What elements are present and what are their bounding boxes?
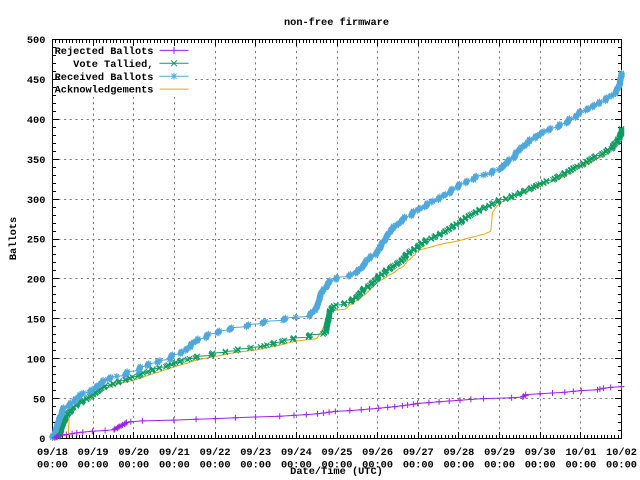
svg-text:09/22: 09/22 — [200, 447, 231, 459]
svg-text:00:00: 00:00 — [37, 459, 68, 471]
svg-text:00:00: 00:00 — [606, 459, 637, 471]
svg-text:150: 150 — [27, 315, 46, 327]
svg-text:09/29: 09/29 — [484, 447, 515, 459]
svg-text:09/28: 09/28 — [443, 447, 474, 459]
svg-text:Date/Time (UTC): Date/Time (UTC) — [290, 466, 383, 478]
svg-text:09/30: 09/30 — [525, 447, 556, 459]
svg-text:200: 200 — [27, 275, 46, 287]
svg-text:0: 0 — [39, 434, 45, 446]
svg-text:09/26: 09/26 — [362, 447, 393, 459]
svg-text:09/18: 09/18 — [37, 447, 68, 459]
svg-text:00:00: 00:00 — [240, 459, 271, 471]
svg-text:09/27: 09/27 — [403, 447, 434, 459]
svg-text:09/25: 09/25 — [322, 447, 353, 459]
svg-text:00:00: 00:00 — [281, 459, 312, 471]
svg-text:00:00: 00:00 — [200, 459, 231, 471]
svg-text:00:00: 00:00 — [159, 459, 190, 471]
svg-text:09/20: 09/20 — [118, 447, 149, 459]
svg-text:500: 500 — [27, 35, 46, 47]
svg-text:00:00: 00:00 — [322, 459, 353, 471]
svg-text:450: 450 — [27, 75, 46, 87]
svg-text:Ballots: Ballots — [8, 217, 20, 260]
svg-text:00:00: 00:00 — [362, 459, 393, 471]
svg-text:Rejected Ballots: Rejected Ballots — [55, 46, 154, 58]
svg-text:10/01: 10/01 — [565, 447, 596, 459]
svg-text:09/23: 09/23 — [240, 447, 271, 459]
svg-text:350: 350 — [27, 155, 46, 167]
svg-text:non-free firmware: non-free firmware — [284, 17, 389, 29]
svg-text:Received Ballots: Received Ballots — [55, 72, 154, 84]
svg-text:100: 100 — [27, 354, 46, 366]
svg-text:10/02: 10/02 — [606, 447, 637, 459]
svg-text:300: 300 — [27, 195, 46, 207]
svg-text:09/21: 09/21 — [159, 447, 190, 459]
svg-text:00:00: 00:00 — [118, 459, 149, 471]
svg-text:Acknowledgements: Acknowledgements — [55, 85, 154, 97]
svg-text:250: 250 — [27, 235, 46, 247]
svg-text:00:00: 00:00 — [443, 459, 474, 471]
svg-text:00:00: 00:00 — [565, 459, 596, 471]
svg-text:09/19: 09/19 — [78, 447, 109, 459]
svg-text:Vote Tallied,: Vote Tallied, — [73, 59, 153, 71]
svg-text:00:00: 00:00 — [525, 459, 556, 471]
svg-text:400: 400 — [27, 115, 46, 127]
svg-text:09/24: 09/24 — [281, 447, 312, 459]
svg-text:50: 50 — [33, 394, 45, 406]
svg-text:00:00: 00:00 — [78, 459, 109, 471]
svg-text:00:00: 00:00 — [484, 459, 515, 471]
svg-text:00:00: 00:00 — [403, 459, 434, 471]
